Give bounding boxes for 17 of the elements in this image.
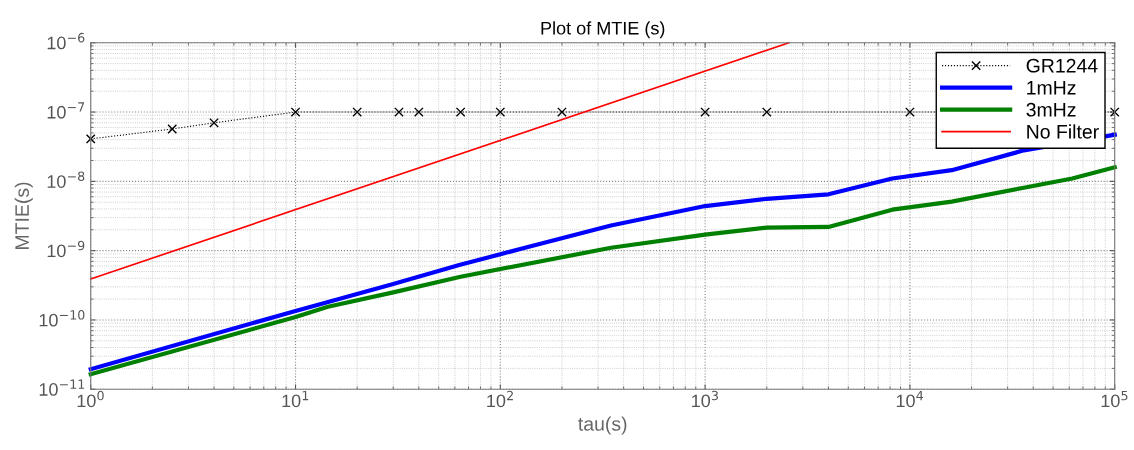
x-tick-label: 10$^{3}$ bbox=[692, 390, 718, 408]
legend-label: GR1244 bbox=[1026, 58, 1098, 73]
y-tick-label: 10$^{−10}$ bbox=[39, 310, 85, 327]
y-tick-label: 10$^{−9}$ bbox=[47, 240, 85, 258]
y-tick-label: 10$^{−7}$ bbox=[47, 102, 85, 119]
x-tick-label: 10$^{4}$ bbox=[896, 390, 924, 408]
legend-label: 1mHz bbox=[1027, 81, 1076, 95]
x-tick-label: 10$^{5}$ bbox=[1101, 390, 1128, 408]
y-axis-title: MTIE(s) bbox=[14, 182, 33, 249]
y-tick-label: 10$^{−6}$ bbox=[47, 32, 85, 50]
y-tick-label: 10$^{−8}$ bbox=[47, 171, 85, 188]
x-axis-title: tau(s) bbox=[578, 416, 627, 435]
chart-title: Plot of MTIE (s) bbox=[541, 21, 665, 39]
x-tick-label: 10$^{2}$ bbox=[487, 390, 513, 408]
x-tick-label: 10$^{1}$ bbox=[282, 390, 309, 408]
legend-label: 3mHz bbox=[1026, 102, 1076, 117]
legend-label: No Filter bbox=[1027, 124, 1099, 139]
